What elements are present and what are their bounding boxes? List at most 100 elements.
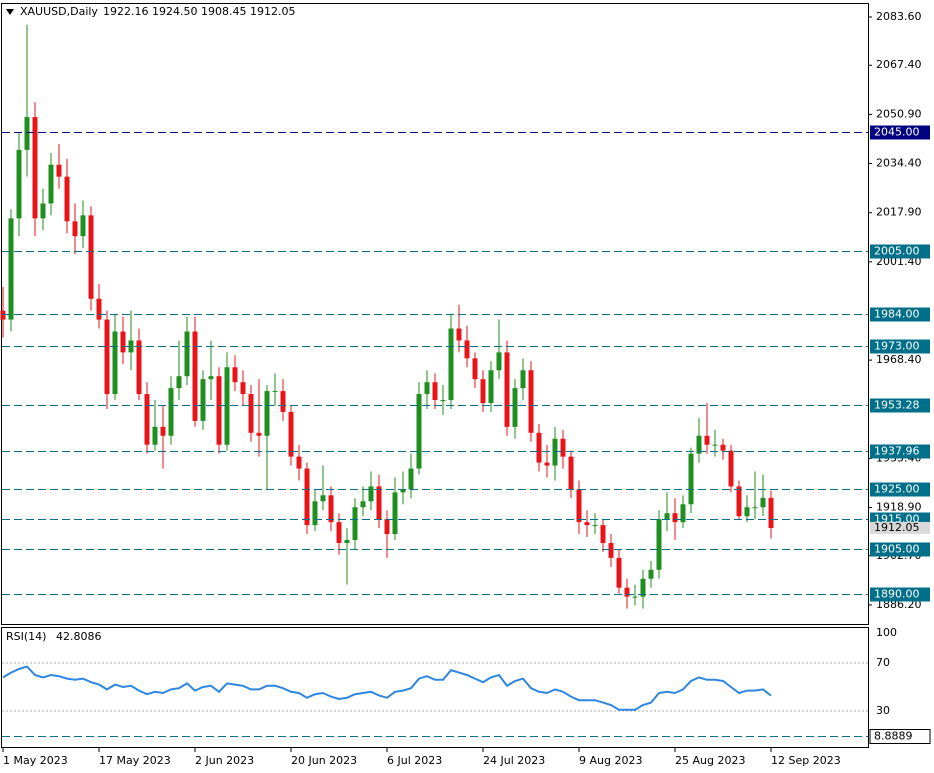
- candle-body: [768, 497, 774, 528]
- y-tick-label: 70: [876, 656, 890, 669]
- candle-body: [32, 117, 38, 219]
- candle-body: [488, 370, 494, 404]
- candle-body: [560, 438, 566, 457]
- candle-body: [528, 370, 534, 433]
- candle-body: [736, 486, 742, 517]
- x-tick-label: 17 May 2023: [99, 754, 171, 767]
- candle-body: [240, 382, 246, 395]
- level-label-box: [870, 125, 930, 140]
- y-tick-label: 100: [876, 626, 897, 639]
- candle-body: [208, 376, 214, 380]
- candle-body: [288, 411, 294, 457]
- level-label: 1925.00: [874, 483, 920, 496]
- level-label: 2045.00: [874, 126, 920, 139]
- candle-body: [64, 176, 70, 222]
- candle-body: [16, 149, 22, 219]
- candle-body: [264, 391, 270, 436]
- candle-body: [504, 352, 510, 427]
- candle-body: [392, 492, 398, 535]
- candle-body: [360, 501, 366, 508]
- candle-body: [672, 513, 678, 523]
- candle-body: [744, 507, 750, 517]
- candle-body: [576, 489, 582, 523]
- candle-body: [440, 400, 446, 402]
- candle-body: [536, 432, 542, 463]
- candle-body: [752, 507, 758, 509]
- candle-body: [568, 456, 574, 490]
- candle-body: [720, 444, 726, 451]
- rsi-title: RSI(14): [6, 630, 46, 643]
- candle-body: [472, 358, 478, 380]
- level-label-box: [870, 587, 930, 602]
- chart-title: XAUUSD,Daily: [20, 5, 98, 18]
- candle-body: [616, 557, 622, 588]
- candle-body: [648, 569, 654, 579]
- candle-body: [608, 542, 614, 558]
- x-tick-label: 12 Sep 2023: [771, 754, 841, 767]
- y-tick-label: 30: [876, 704, 890, 717]
- level-label-box: [869, 729, 931, 744]
- candle-body: [248, 394, 254, 433]
- candle-body: [584, 522, 590, 526]
- candle-body: [376, 486, 382, 520]
- y-tick-label: 1968.40: [876, 353, 922, 366]
- x-tick-label: 24 Jul 2023: [483, 754, 545, 767]
- candle-body: [496, 352, 502, 371]
- candle-body: [384, 519, 390, 535]
- candle-body: [152, 426, 158, 445]
- candle-body: [456, 328, 462, 341]
- candle-body: [216, 376, 222, 445]
- level-label-box: [870, 542, 930, 557]
- readout-close: 1912.05: [250, 5, 296, 18]
- candle-body: [8, 218, 14, 320]
- readout-low: 1908.45: [201, 5, 247, 18]
- candle-body: [368, 486, 374, 502]
- candle-body: [432, 382, 438, 401]
- last-price-label: 1912.05: [874, 521, 920, 534]
- candle-body: [512, 388, 518, 427]
- y-tick-label: 2083.60: [876, 10, 922, 23]
- x-tick-label: 6 Jul 2023: [387, 754, 442, 767]
- candle-body: [40, 203, 46, 219]
- x-tick-label: 25 Aug 2023: [675, 754, 745, 767]
- y-tick-label: 2034.40: [876, 157, 922, 170]
- level-label-box: [870, 307, 930, 322]
- candle-body: [88, 215, 94, 299]
- header-triangle: [6, 9, 14, 15]
- candle-body: [144, 394, 150, 445]
- candle-body: [592, 525, 598, 527]
- candle-body: [408, 468, 414, 490]
- candle-body: [160, 426, 166, 436]
- candle-body: [696, 435, 702, 454]
- candle-body: [256, 432, 262, 436]
- y-tick-label: 1918.90: [876, 501, 922, 514]
- y-tick-label: 2050.90: [876, 107, 922, 120]
- candle-body: [128, 340, 134, 353]
- candle-body: [688, 453, 694, 505]
- candle-body: [272, 391, 278, 393]
- candle-body: [352, 507, 358, 541]
- candle-body: [320, 495, 326, 502]
- candle-body: [424, 382, 430, 395]
- candle-body: [80, 215, 86, 237]
- candle-body: [464, 340, 470, 359]
- candle-body: [112, 331, 118, 395]
- candle-body: [712, 444, 718, 446]
- y-tick-label: 2017.90: [876, 206, 922, 219]
- candle-body: [480, 379, 486, 404]
- candle-body: [624, 587, 630, 597]
- level-label: 1937.96: [874, 445, 920, 458]
- level-label: 1984.00: [874, 308, 920, 321]
- level-label: 1973.00: [874, 340, 920, 353]
- level-label: 1953.28: [874, 399, 920, 412]
- candle-body: [72, 221, 78, 237]
- rsi-readout: 42.8086: [56, 630, 102, 643]
- x-tick-label: 20 Jun 2023: [291, 754, 357, 767]
- level-label: 8.8889: [874, 730, 913, 743]
- candle-body: [104, 319, 110, 395]
- level-label: 1890.00: [874, 588, 920, 601]
- candle-body: [448, 328, 454, 401]
- candle-body: [312, 501, 318, 526]
